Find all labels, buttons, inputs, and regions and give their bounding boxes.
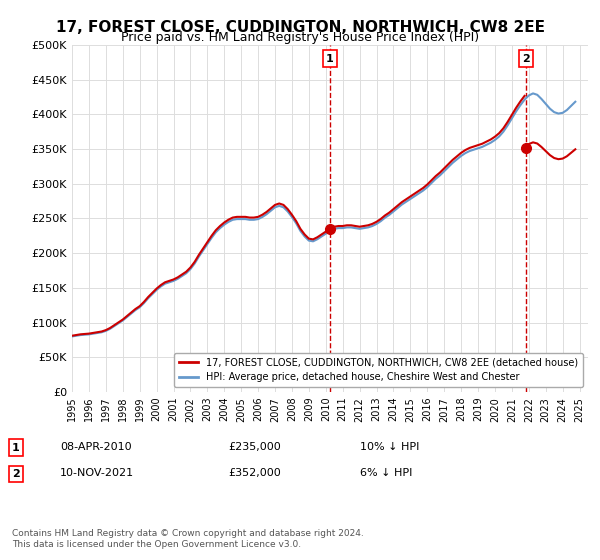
Text: £352,000: £352,000 [228,468,281,478]
Text: Contains HM Land Registry data © Crown copyright and database right 2024.
This d: Contains HM Land Registry data © Crown c… [12,529,364,549]
Text: 08-APR-2010: 08-APR-2010 [60,442,131,452]
Text: 2: 2 [12,469,20,479]
Text: £235,000: £235,000 [228,442,281,452]
Text: 2: 2 [522,54,530,64]
Text: 17, FOREST CLOSE, CUDDINGTON, NORTHWICH, CW8 2EE: 17, FOREST CLOSE, CUDDINGTON, NORTHWICH,… [56,20,545,35]
Text: 10% ↓ HPI: 10% ↓ HPI [360,442,419,452]
Text: 1: 1 [326,54,334,64]
Text: 10-NOV-2021: 10-NOV-2021 [60,468,134,478]
Legend: 17, FOREST CLOSE, CUDDINGTON, NORTHWICH, CW8 2EE (detached house), HPI: Average : 17, FOREST CLOSE, CUDDINGTON, NORTHWICH,… [174,353,583,387]
Text: 1: 1 [12,443,20,453]
Text: Price paid vs. HM Land Registry's House Price Index (HPI): Price paid vs. HM Land Registry's House … [121,31,479,44]
Text: 6% ↓ HPI: 6% ↓ HPI [360,468,412,478]
